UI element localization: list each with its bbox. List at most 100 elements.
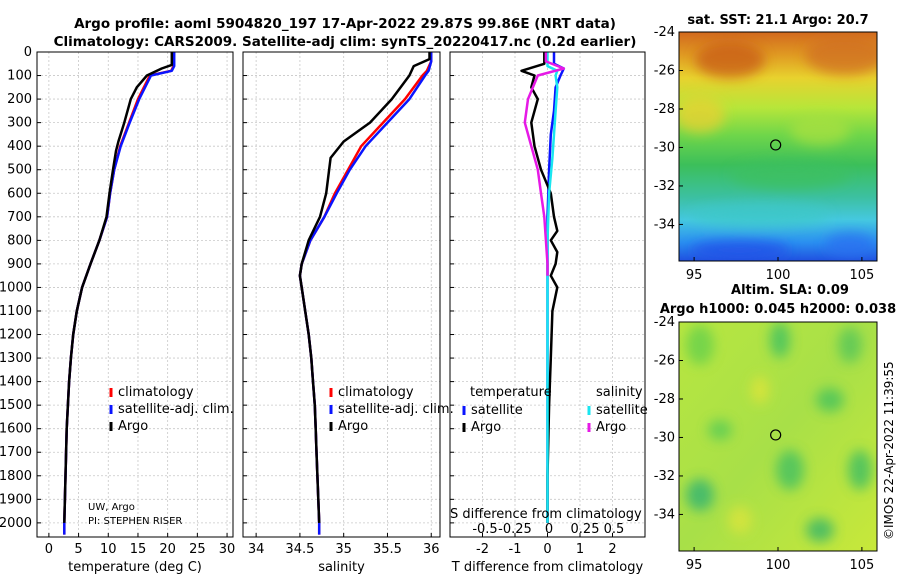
map-x-tick-label: 105 [849, 558, 874, 573]
series-s-argo [523, 52, 566, 276]
map-y-tick-label: -26 [654, 353, 675, 368]
sst-map-title: sat. SST: 21.1 Argo: 20.7 [687, 13, 868, 28]
y-tick-label: 600 [7, 186, 32, 201]
x-tick-label: 34 [248, 542, 265, 557]
grid-salinity [243, 51, 440, 537]
legend-label: Argo [596, 420, 626, 435]
title-line1: Argo profile: aoml 5904820_197 17-Apr-20… [74, 16, 616, 32]
y-tick-label: 1700 [0, 445, 32, 460]
x-axis-label: temperature (deg C) [68, 560, 202, 575]
map-y-tick-label: -34 [654, 217, 675, 232]
map-y-tick-label: -26 [654, 63, 675, 78]
y-tick-label: 700 [7, 210, 32, 225]
x2-tick-label: -0.25 [498, 522, 532, 537]
x-tick-label: 2 [608, 542, 616, 557]
x2-tick-label: 0.25 [571, 522, 600, 537]
annotation-line1: UW, Argo [88, 502, 135, 513]
map-y-tick-label: -28 [654, 392, 675, 407]
float-position-marker [770, 139, 782, 151]
sla-map-panel: Altim. SLA: 0.09 Argo h1000: 0.045 h2000… [654, 283, 896, 573]
map-x-tick-label: 100 [766, 558, 791, 573]
y-tick-label: 0 [24, 45, 32, 60]
x-tick-label: 25 [189, 542, 206, 557]
panel-salinity: 34 34.5 35 35.5 36 salinity [242, 51, 441, 575]
legend-label: satellite [471, 403, 523, 418]
y-tick-label: 400 [7, 139, 32, 154]
y-tick-label: 1200 [0, 328, 32, 343]
imos-credit: ©IMOS 22-Apr-2022 11:39:55 [882, 361, 896, 540]
annotation-line2: PI: STEPHEN RISER [88, 516, 182, 527]
series-argo [298, 52, 431, 523]
y-tick-label: 100 [7, 69, 32, 84]
y-tick-label: 1100 [0, 304, 32, 319]
x-axis-label-secondary: S difference from climatology [450, 507, 642, 522]
y-tick-label: 1400 [0, 375, 32, 390]
legend-title-temperature: temperature [470, 385, 552, 400]
y-tick-label: 1900 [0, 492, 32, 507]
x-tick-label: 20 [159, 542, 176, 557]
x-tick-label: 34.5 [285, 542, 314, 557]
legend-label: climatology [338, 385, 414, 400]
legend-label: satellite [596, 403, 648, 418]
series-argo [63, 52, 174, 523]
x-tick-label: 36 [423, 542, 440, 557]
x-tick-label: 15 [130, 542, 147, 557]
x-tick-label: 1 [576, 542, 584, 557]
y-tick-label: 200 [7, 92, 32, 107]
y-tick-label: 800 [7, 233, 32, 248]
panel-temperature: 0 5 10 15 20 25 30 temperature (deg C) 0 100 200 30… [0, 45, 235, 575]
legend-label: Argo [118, 419, 148, 434]
x-tick-label: 10 [100, 542, 117, 557]
y-tick-label: 300 [7, 116, 32, 131]
x-tick-label: 0 [543, 542, 551, 557]
x-tick-label: 35 [335, 542, 352, 557]
map-y-tick-label: -32 [654, 469, 675, 484]
map-y-tick-label: -28 [654, 102, 675, 117]
map-y-tick-label: -24 [654, 315, 675, 330]
map-y-tick-label: -30 [654, 140, 675, 155]
axes-frame [242, 51, 441, 538]
legend-label: Argo [471, 420, 501, 435]
map-y-tick-label: -24 [654, 25, 675, 40]
x2-tick-label: 0 [545, 522, 553, 537]
x-tick-label: 35.5 [373, 542, 402, 557]
legend-label: climatology [118, 385, 194, 400]
legend-label: Argo [338, 419, 368, 434]
sla-map-title: Altim. SLA: 0.09 [731, 283, 849, 298]
sla-map-subtitle: Argo h1000: 0.045 h2000: 0.038 [660, 302, 896, 317]
map-x-tick-label: 95 [686, 268, 703, 283]
y-tick-label: 1500 [0, 398, 32, 413]
x-tick-label: 0 [45, 542, 53, 557]
map-y-tick-label: -32 [654, 179, 675, 194]
title-line2: Climatology: CARS2009. Satellite-adj cli… [54, 34, 637, 50]
x-tick-label: -2 [476, 542, 489, 557]
y-tick-label: 1300 [0, 351, 32, 366]
map-x-tick-label: 105 [849, 268, 874, 283]
float-position-marker [770, 429, 782, 441]
axes-frame [36, 51, 234, 538]
y-tick-label: 2000 [0, 516, 32, 531]
y-tick-label: 500 [7, 163, 32, 178]
x-tick-label: 30 [219, 542, 236, 557]
y-tick-label: 900 [7, 257, 32, 272]
x-axis-label: T difference from climatology [451, 560, 644, 575]
y-tick-label: 1000 [0, 280, 32, 295]
y-tick-label: 1600 [0, 422, 32, 437]
x2-tick-label: 0.5 [604, 522, 625, 537]
x-tick-label: 5 [74, 542, 82, 557]
legend-label: satellite-adj. clim. [118, 402, 234, 417]
sst-map-panel: sat. SST: 21.1 Argo: 20.7 95 100 105 -24 -26… [654, 13, 878, 283]
map-y-tick-label: -34 [654, 507, 675, 522]
legend-title-salinity: salinity [596, 385, 643, 400]
map-y-tick-label: -30 [654, 430, 675, 445]
x-axis-label: salinity [318, 560, 365, 575]
panel-difference: -2 -1 0 1 2 T difference from climatology [449, 51, 646, 575]
x2-tick-label: -0.5 [472, 522, 497, 537]
x-tick-label: -1 [509, 542, 522, 557]
series-t-argo [520, 52, 559, 523]
legend-label: satellite-adj. clim. [338, 402, 454, 417]
y-tick-label: 1800 [0, 469, 32, 484]
grid-temperature [37, 51, 233, 537]
